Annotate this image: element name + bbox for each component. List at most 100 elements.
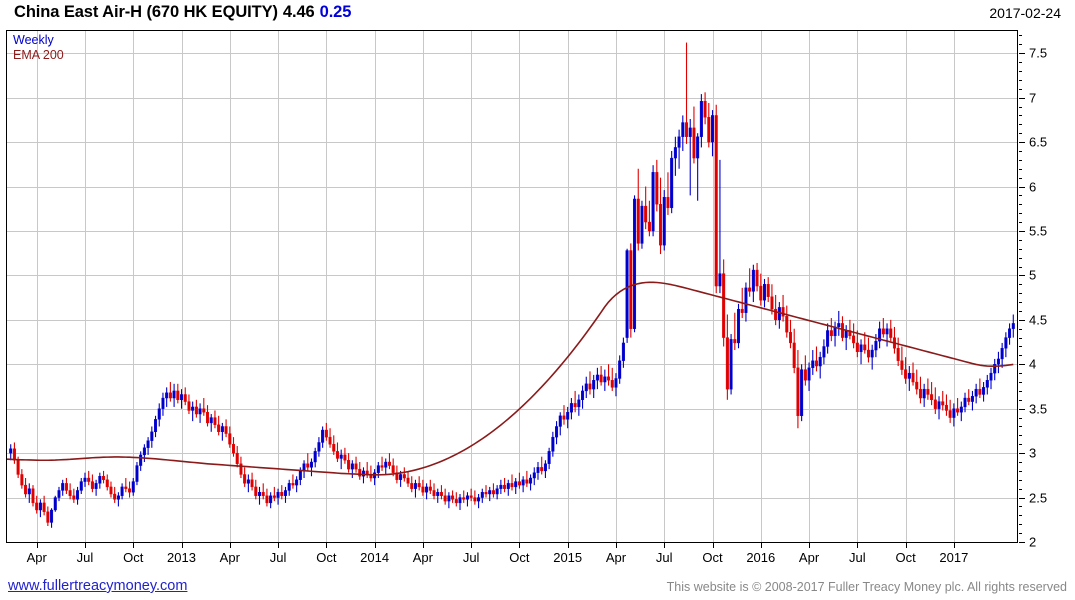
y-tick-minor — [1019, 382, 1022, 384]
x-axis-label: Apr — [412, 550, 433, 565]
x-axis-label: 2013 — [167, 550, 196, 565]
y-tick-minor — [1019, 399, 1022, 401]
x-tick — [133, 543, 135, 548]
x-axis-label: Jul — [269, 550, 287, 565]
y-tick-major — [1019, 497, 1025, 499]
x-tick — [326, 543, 328, 548]
x-axis-label: Apr — [26, 550, 47, 565]
y-tick-minor — [1019, 168, 1022, 170]
x-tick — [712, 543, 714, 548]
y-tick-major — [1019, 364, 1025, 366]
x-tick — [760, 543, 762, 548]
y-tick-minor — [1019, 390, 1022, 392]
y-tick-minor — [1019, 302, 1022, 304]
y-tick-minor — [1019, 417, 1022, 419]
y-tick-minor — [1019, 177, 1022, 179]
y-tick-minor — [1019, 133, 1022, 135]
x-tick — [615, 543, 617, 548]
x-tick — [664, 543, 666, 548]
y-tick-minor — [1019, 106, 1022, 108]
x-tick — [567, 543, 569, 548]
x-axis-label: Oct — [316, 550, 337, 565]
x-axis-label: Oct — [509, 550, 530, 565]
x-axis-label: Jul — [849, 550, 866, 565]
chart-title: China East Air-H (670 HK EQUITY) 4.46 0.25 — [14, 3, 351, 22]
x-axis-label: Oct — [702, 550, 723, 565]
y-tick-minor — [1019, 373, 1022, 375]
x-axis-label: 2016 — [746, 550, 776, 565]
y-tick-minor — [1019, 248, 1022, 250]
y-tick-minor — [1019, 35, 1022, 37]
y-tick-minor — [1019, 222, 1022, 224]
y-tick-minor — [1019, 239, 1022, 241]
y-axis-label: 2.5 — [1029, 490, 1048, 506]
y-tick-major — [1019, 230, 1025, 232]
y-tick-minor — [1019, 462, 1022, 464]
x-tick — [84, 543, 86, 548]
y-tick-minor — [1019, 488, 1022, 490]
x-tick — [278, 543, 280, 548]
y-axis-label: 3.5 — [1029, 401, 1048, 417]
y-tick-minor — [1019, 337, 1022, 339]
y-tick-minor — [1019, 346, 1022, 348]
copyright-notice: This website is © 2008-2017 Fuller Treac… — [666, 580, 1067, 594]
y-tick-minor — [1019, 79, 1022, 81]
y-tick-major — [1019, 319, 1025, 321]
y-tick-minor — [1019, 533, 1022, 535]
y-axis: 2 2.5 3 3.5 4 4.5 5 5.5 6 6.5 7 7.5 — [1019, 30, 1075, 550]
x-tick — [905, 543, 907, 548]
y-axis-label: 4.5 — [1029, 312, 1048, 328]
x-axis-label: Jul — [655, 550, 673, 565]
x-tick — [181, 543, 183, 548]
y-tick-major — [1019, 97, 1025, 99]
price-change: 0.25 — [319, 3, 352, 21]
y-tick-minor — [1019, 257, 1022, 259]
x-tick — [422, 543, 424, 548]
y-tick-minor — [1019, 44, 1022, 46]
y-tick-major — [1019, 186, 1025, 188]
ema-200-line — [7, 281, 1014, 476]
candlestick-svg — [7, 31, 1017, 542]
y-axis-label: 7.5 — [1029, 45, 1048, 61]
y-tick-major — [1019, 453, 1025, 455]
y-tick-minor — [1019, 88, 1022, 90]
y-tick-minor — [1019, 479, 1022, 481]
website-link[interactable]: www.fullertreacymoney.com — [8, 578, 188, 594]
y-tick-minor — [1019, 62, 1022, 64]
last-price: 4.46 — [282, 3, 315, 21]
y-tick-minor — [1019, 213, 1022, 215]
x-axis-label: Jul — [76, 550, 94, 565]
x-axis-label: Apr — [219, 550, 240, 565]
y-axis-label: 3 — [1029, 445, 1037, 461]
chart-header: China East Air-H (670 HK EQUITY) 4.46 0.25… — [0, 0, 1075, 28]
x-axis-label: Apr — [798, 550, 820, 565]
x-tick — [374, 543, 376, 548]
y-tick-minor — [1019, 115, 1022, 117]
y-tick-minor — [1019, 444, 1022, 446]
y-tick-minor — [1019, 284, 1022, 286]
y-tick-minor — [1019, 150, 1022, 152]
y-tick-minor — [1019, 435, 1022, 437]
x-tick — [471, 543, 473, 548]
y-tick-minor — [1019, 293, 1022, 295]
y-axis-label: 2 — [1029, 534, 1037, 550]
y-tick-minor — [1019, 70, 1022, 72]
y-axis-label: 5 — [1029, 267, 1037, 283]
x-axis-label: 2017 — [939, 550, 969, 565]
y-tick-minor — [1019, 524, 1022, 526]
y-tick-major — [1019, 408, 1025, 410]
x-axis-label: Oct — [123, 550, 144, 565]
chart-date: 2017-02-24 — [989, 5, 1061, 21]
y-tick-minor — [1019, 195, 1022, 197]
y-axis-label: 5.5 — [1029, 223, 1048, 239]
y-tick-minor — [1019, 515, 1022, 517]
y-tick-minor — [1019, 328, 1022, 330]
chart-plot-area[interactable]: Weekly EMA 200 — [6, 30, 1018, 543]
y-tick-major — [1019, 142, 1025, 144]
y-tick-minor — [1019, 470, 1022, 472]
y-tick-major — [1019, 53, 1025, 55]
x-tick — [229, 543, 231, 548]
y-axis-label: 6 — [1029, 179, 1037, 195]
instrument-name: China East Air-H (670 HK EQUITY) — [14, 3, 278, 21]
